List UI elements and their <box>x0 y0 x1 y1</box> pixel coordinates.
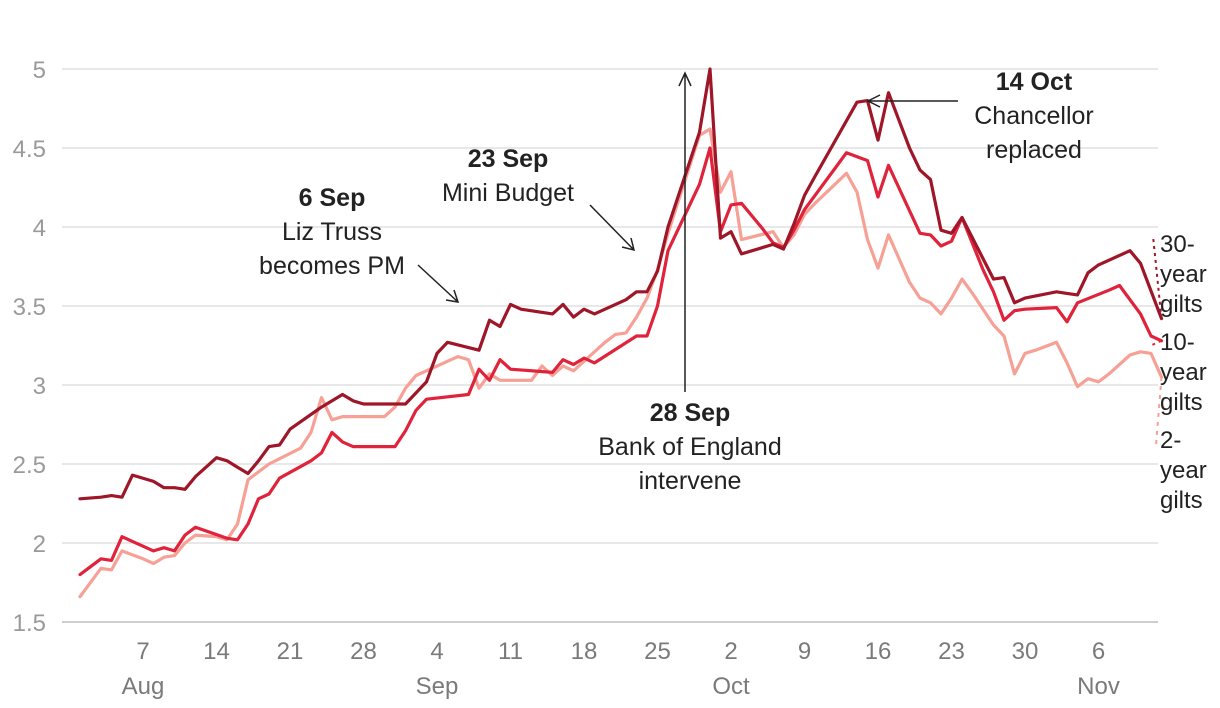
y-tick-label-1-5: 1.5 <box>13 610 46 637</box>
x-tick-label-91: 30 <box>1012 638 1039 665</box>
series-line-2-year-gilts <box>78 127 1164 599</box>
y-tick-label-2: 2 <box>33 531 46 558</box>
y-tick-label-4-5: 4.5 <box>13 136 46 163</box>
series-label-10-year-line-2: year <box>1160 359 1207 386</box>
x-month-label-aug: Aug <box>122 673 165 700</box>
annotation-6-sep-date: 6 Sep <box>299 184 366 212</box>
x-tick-label-77: 16 <box>865 638 892 665</box>
x-tick-label-56: 25 <box>644 638 671 665</box>
y-tick-label-4: 4 <box>33 215 46 242</box>
x-month-label-sep: Sep <box>416 673 459 700</box>
annotation-23-sep-line-1: Mini Budget <box>442 179 574 207</box>
series-lines <box>78 67 1164 599</box>
annotation-28-sep-date: 28 Sep <box>650 399 731 427</box>
series-leader-2-year-gilts <box>1155 377 1163 446</box>
series-label-30-year-line-2: year <box>1160 261 1207 288</box>
x-tick-label-84: 23 <box>938 638 965 665</box>
x-axis-tick-labels: 7 Aug 14 21 28 4 Sep 11 18 25 2 Oct 9 16 23 30 6 Nov <box>122 638 1120 700</box>
annotation-28-sep-line-1: Bank of England <box>598 433 781 461</box>
y-tick-label-3: 3 <box>33 373 46 400</box>
annotation-23-sep-date: 23 Sep <box>468 145 549 173</box>
x-tick-label-7: 7 <box>136 638 149 665</box>
series-label-2-year-line-1: 2- <box>1160 427 1181 454</box>
series-leader-10-year-gilts <box>1151 339 1162 346</box>
y-axis-tick-labels: 1.5 2 2.5 3 3.5 4 4.5 5 <box>13 57 46 637</box>
annotation-14-oct-line-2: replaced <box>986 136 1082 164</box>
series-label-30-year: 30- year gilts <box>1160 231 1207 318</box>
series-label-10-year: 10- year gilts <box>1160 329 1207 416</box>
series-label-2-year: 2- year gilts <box>1160 427 1207 514</box>
annotation-14-oct: 14 Oct Chancellor replaced <box>866 68 1094 164</box>
annotation-23-sep: 23 Sep Mini Budget <box>442 145 636 252</box>
series-label-2-year-line-2: year <box>1160 457 1207 484</box>
annotation-14-oct-arrow <box>866 94 958 108</box>
annotation-6-sep-arrow <box>417 264 460 303</box>
annotation-6-sep-line-2: becomes PM <box>259 252 405 280</box>
annotation-28-sep: 28 Sep Bank of England intervene <box>598 71 782 495</box>
y-tick-label-5: 5 <box>33 57 46 84</box>
x-tick-label-70: 9 <box>798 638 811 665</box>
annotation-6-sep-line-1: Liz Truss <box>282 218 382 246</box>
series-label-30-year-line-1: 30- <box>1160 231 1195 258</box>
x-tick-label-14: 14 <box>203 638 230 665</box>
series-label-10-year-line-3: gilts <box>1160 389 1203 416</box>
annotation-6-sep: 6 Sep Liz Truss becomes PM <box>259 184 460 303</box>
y-tick-label-2-5: 2.5 <box>13 452 46 479</box>
annotation-23-sep-arrow <box>589 204 636 252</box>
y-tick-label-3-5: 3.5 <box>13 294 46 321</box>
x-tick-label-35: 4 <box>430 638 443 665</box>
series-label-2-year-line-3: gilts <box>1160 487 1203 514</box>
annotation-28-sep-line-2: intervene <box>639 467 742 495</box>
annotation-14-oct-line-1: Chancellor <box>974 102 1094 130</box>
x-tick-label-63: 2 <box>724 638 737 665</box>
series-label-30-year-line-3: gilts <box>1160 291 1203 318</box>
x-tick-label-49: 18 <box>571 638 598 665</box>
series-line-10-year-gilts <box>78 146 1164 577</box>
x-month-label-nov: Nov <box>1077 673 1120 700</box>
annotation-28-sep-arrow <box>678 71 692 392</box>
annotation-14-oct-date: 14 Oct <box>996 68 1073 96</box>
x-month-label-oct: Oct <box>712 673 750 700</box>
x-tick-label-21: 21 <box>277 638 304 665</box>
x-tick-label-28: 28 <box>350 638 377 665</box>
series-line-30-year-gilts <box>78 67 1164 501</box>
x-tick-label-98: 6 <box>1092 638 1105 665</box>
series-label-10-year-line-1: 10- <box>1160 329 1195 356</box>
x-tick-label-42: 11 <box>498 638 523 665</box>
